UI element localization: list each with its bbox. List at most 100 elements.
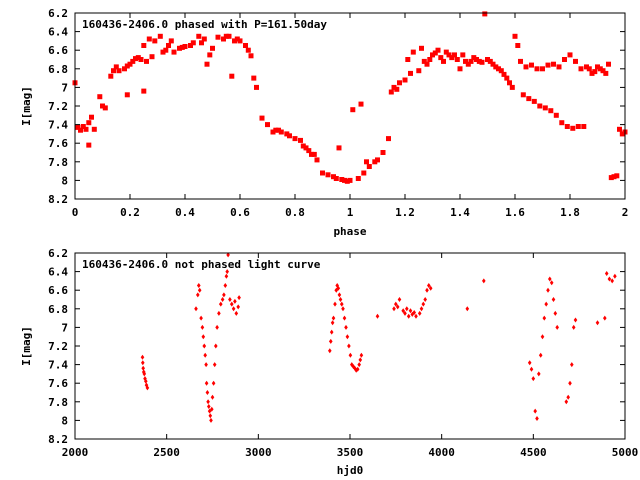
unphased-data-point — [233, 298, 237, 304]
unphased-data-point — [570, 362, 574, 368]
phased-data-point — [435, 47, 441, 53]
phased-data-point — [454, 57, 460, 62]
phased-data-point — [405, 57, 411, 62]
phased-data-point — [424, 61, 430, 67]
phased-data-point — [234, 36, 240, 42]
phased-data-point — [232, 38, 237, 44]
phased-data-point — [347, 177, 353, 183]
phased-data-point — [138, 57, 144, 62]
phased-data-point — [595, 64, 600, 70]
unphased-data-point — [228, 297, 232, 302]
unphased-data-point — [549, 280, 554, 286]
phased-data-point — [89, 114, 94, 120]
phased-data-point — [570, 125, 576, 131]
phased-data-point — [523, 64, 529, 70]
unphased-data-point — [529, 366, 534, 372]
unphased-data-point — [194, 306, 198, 312]
phased-data-point — [75, 124, 81, 130]
phased-data-point — [432, 50, 438, 56]
phased-chart-title: 160436-2406.0 phased with P=161.50day — [82, 18, 327, 31]
phased-data-point — [116, 68, 122, 74]
unphased-data-point — [200, 324, 205, 330]
phased-data-point — [188, 43, 193, 48]
unphased-data-point — [196, 292, 200, 298]
unphased-data-point — [237, 295, 241, 301]
unphased-y-tick-label: 6.8 — [48, 303, 68, 316]
phased-x-tick-label: 0.4 — [175, 206, 195, 219]
phased-data-point — [168, 38, 174, 44]
phased-data-point — [179, 44, 185, 50]
phased-data-point — [501, 71, 507, 77]
phased-data-point — [559, 120, 565, 126]
phased-data-point — [333, 176, 339, 181]
phased-data-point — [468, 58, 474, 64]
phased-data-point — [166, 43, 171, 48]
unphased-data-point — [531, 376, 536, 382]
unphased-data-point — [564, 399, 569, 405]
phased-data-point — [111, 68, 116, 74]
phased-data-point — [372, 159, 378, 165]
unphased-data-point — [341, 306, 345, 312]
unphased-data-point — [406, 313, 411, 319]
unphased-data-point — [527, 360, 532, 366]
phased-data-point — [540, 66, 545, 72]
phased-data-point — [545, 62, 551, 68]
phased-y-tick-label: 7.2 — [48, 100, 68, 113]
unphased-data-point — [540, 334, 545, 340]
unphased-data-point — [231, 306, 236, 312]
phased-data-point — [276, 127, 281, 133]
phased-data-point — [537, 103, 543, 109]
unphased-data-point — [358, 357, 363, 363]
unphased-data-point — [566, 394, 570, 400]
phased-data-point — [441, 58, 446, 64]
phased-data-point — [614, 173, 620, 179]
unphased-data-point — [145, 385, 150, 391]
unphased-data-point — [218, 301, 223, 307]
phased-data-point — [507, 80, 512, 86]
phased-data-point — [608, 175, 614, 181]
phased-data-point — [567, 52, 573, 58]
phased-data-point — [190, 40, 196, 46]
phased-data-point — [100, 103, 105, 109]
phased-data-point — [619, 131, 625, 137]
phased-data-point — [226, 33, 232, 39]
unphased-data-point — [206, 399, 210, 405]
unphased-data-point — [229, 301, 234, 307]
unphased-data-point — [604, 271, 609, 276]
phased-data-point — [553, 112, 559, 118]
phased-x-tick-label: 1.4 — [450, 206, 470, 219]
phased-data-point — [562, 57, 567, 62]
phased-data-point — [157, 33, 163, 39]
unphased-data-point — [548, 276, 552, 282]
phased-data-point — [182, 44, 188, 49]
phased-data-point — [311, 151, 317, 157]
phased-data-point — [342, 177, 347, 183]
phased-data-point — [606, 61, 611, 67]
phased-x-tick-label: 1 — [347, 206, 354, 219]
phased-data-point — [320, 170, 325, 176]
phased-data-point — [496, 66, 501, 72]
phased-data-point — [210, 45, 215, 51]
phased-data-point — [303, 145, 309, 151]
phased-ticks-group: 0 0.2 0.4 0.6 0.8 1 1.2 1.4 1.6 1.8 2 6.2 6.4 6.6 6.8 7… — [48, 7, 628, 219]
phased-data-point — [133, 56, 138, 62]
unphased-data-point — [142, 371, 147, 377]
phased-data-point — [163, 47, 169, 53]
unphased-data-point — [353, 365, 357, 371]
phased-data-point — [135, 55, 141, 61]
unphased-data-point — [428, 285, 433, 291]
phased-data-point — [421, 58, 427, 64]
phased-data-point — [518, 58, 523, 64]
phased-data-point — [584, 64, 589, 70]
phased-data-point — [452, 52, 457, 58]
phased-data-point — [526, 96, 532, 102]
unphased-data-point — [220, 297, 225, 302]
phased-x-tick-label: 0 — [72, 206, 79, 219]
unphased-data-point — [603, 315, 607, 321]
unphased-ticks-group: 2000 2500 3000 3500 4000 4500 5000 6.2 6.4 6.6 6.8… — [48, 247, 638, 459]
unphased-data-point — [417, 310, 422, 316]
phased-data-point — [416, 68, 422, 74]
unphased-data-point — [568, 380, 572, 386]
phased-data-point — [259, 115, 265, 121]
phased-data-point — [375, 157, 380, 163]
